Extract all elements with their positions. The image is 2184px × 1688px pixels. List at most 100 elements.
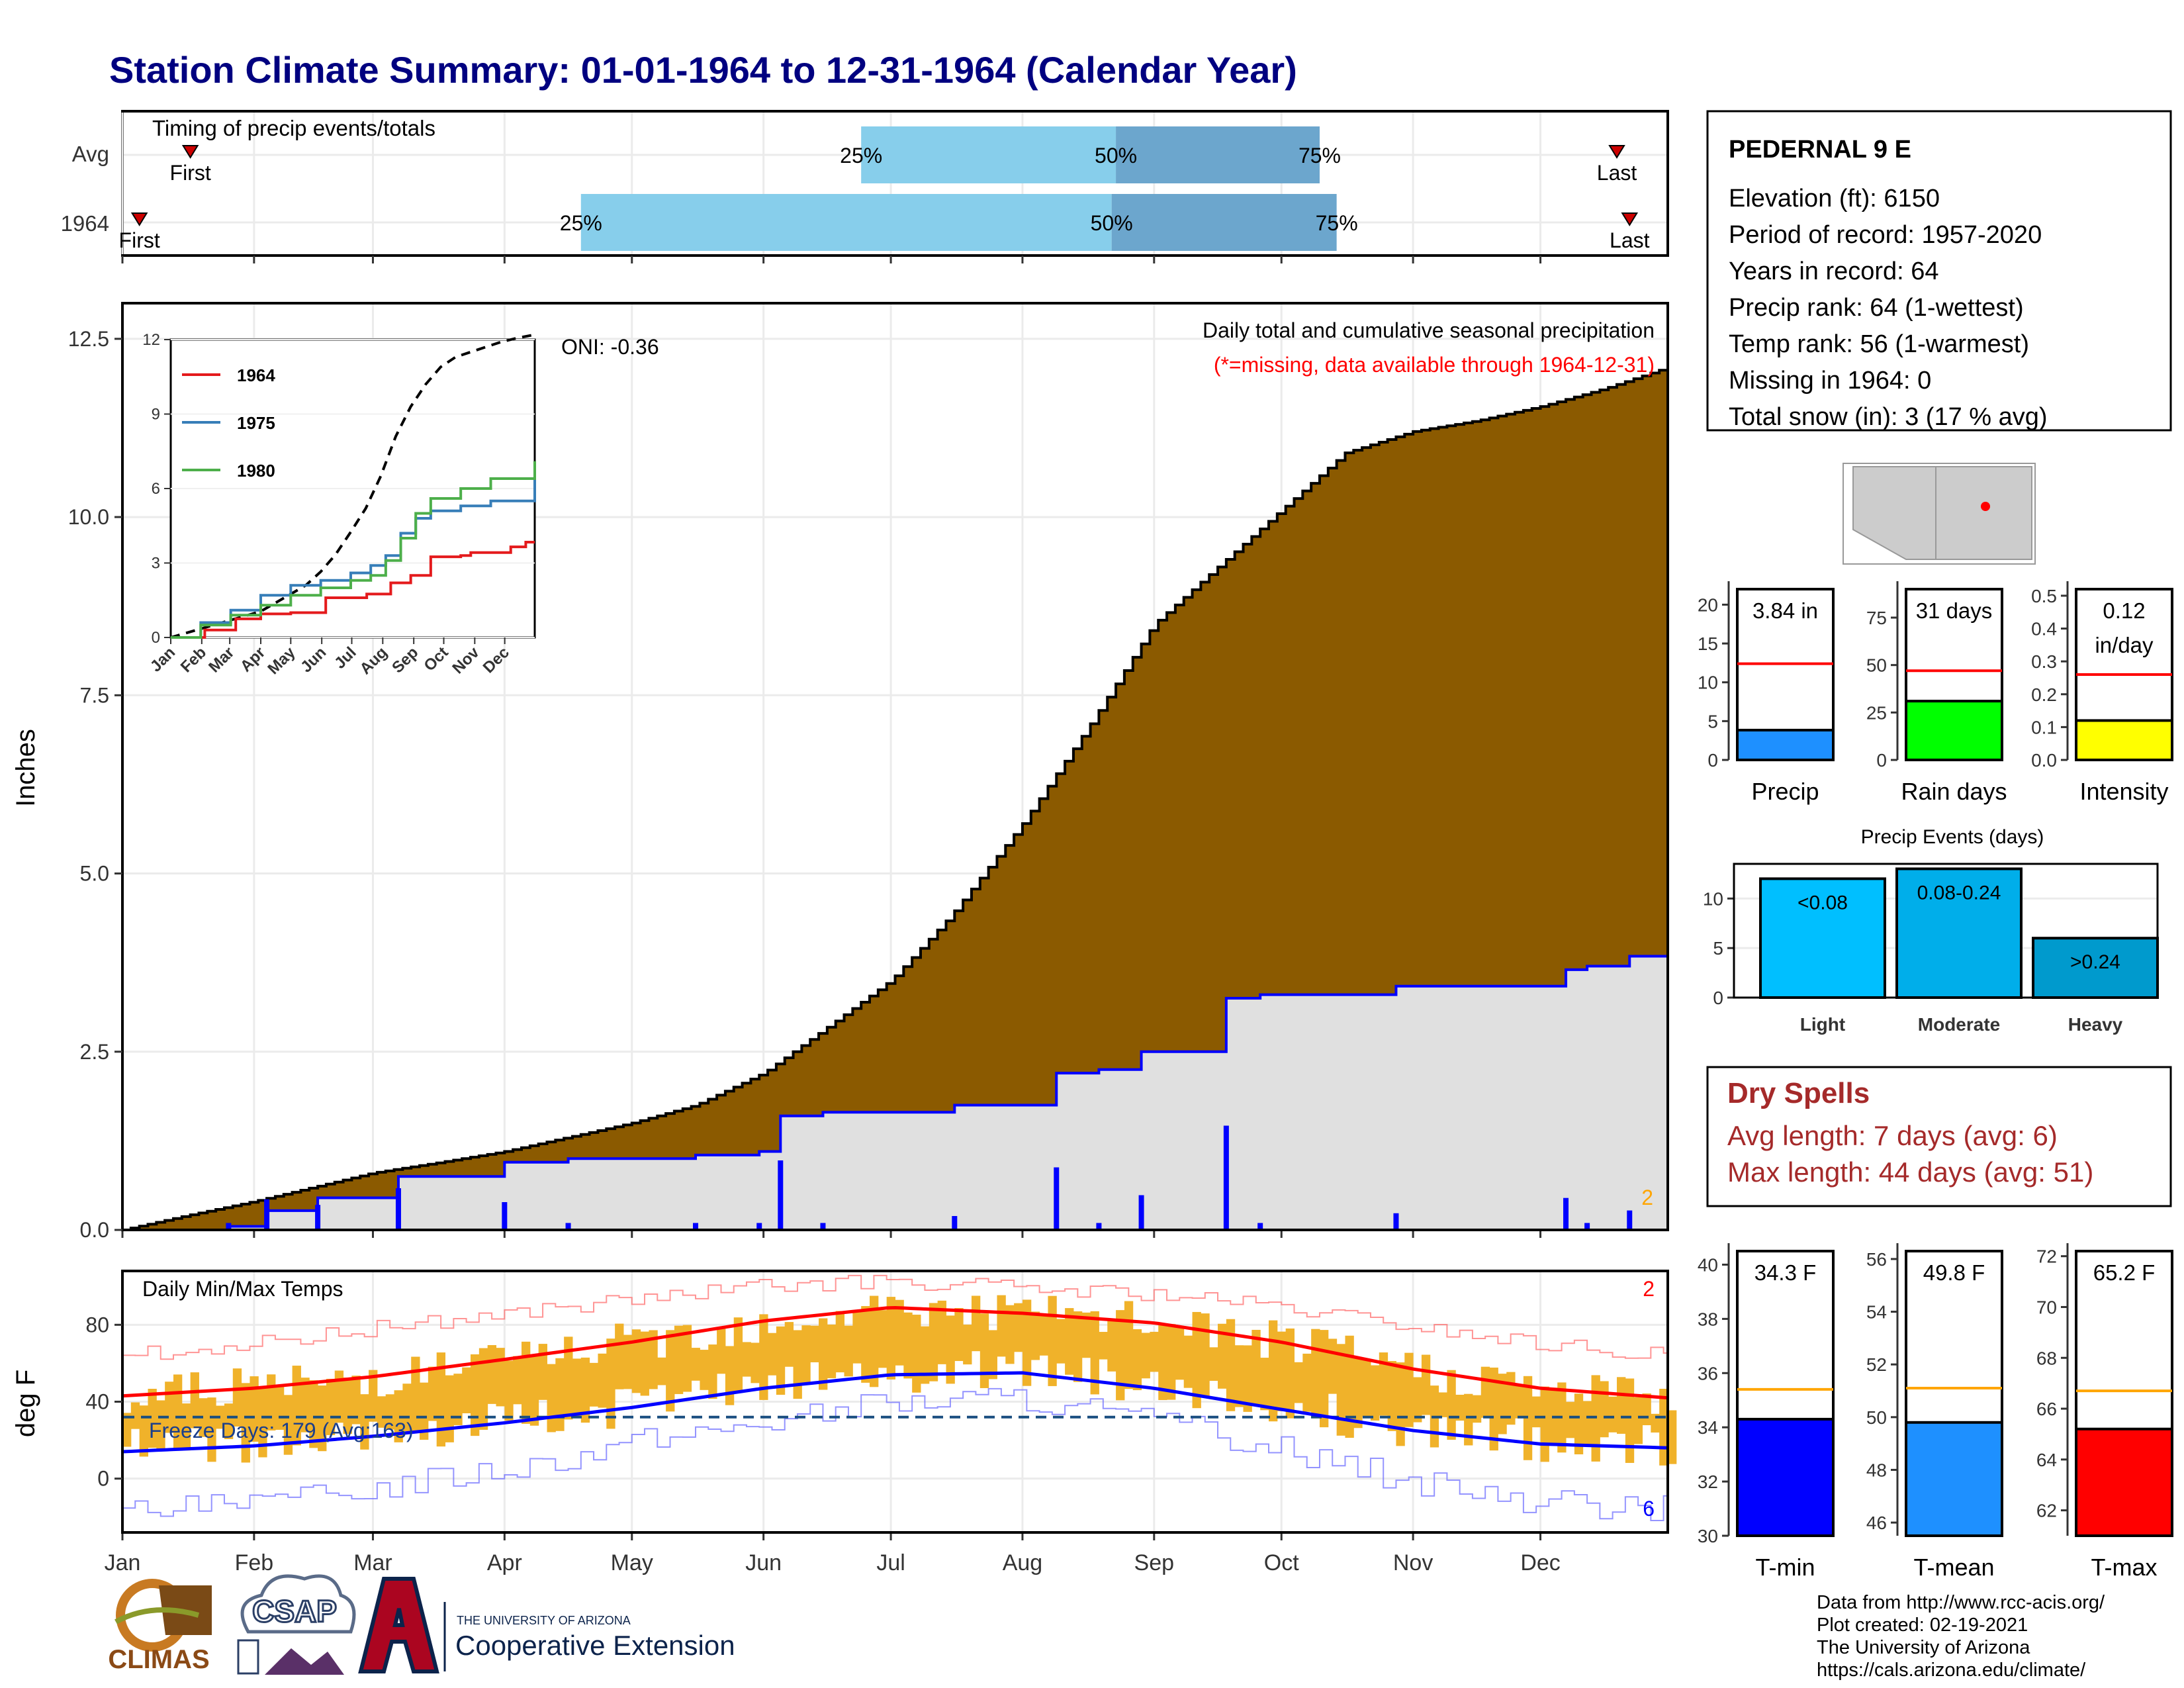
temp-daily-bar	[471, 1354, 480, 1436]
events-title: Precip Events (days)	[1861, 826, 2044, 848]
timing-marker-first	[181, 145, 199, 159]
temp-daily-bar	[1065, 1308, 1074, 1375]
temp-daily-bar	[1116, 1310, 1125, 1401]
temp-panel-label: Daily Min/Max Temps	[142, 1277, 343, 1301]
precip-total-y-tick-label: 20	[1698, 594, 1718, 615]
events-frame	[1733, 863, 2159, 999]
temp-daily-bar	[801, 1325, 811, 1384]
temp-tmean-y-tick-label: 50	[1866, 1407, 1887, 1428]
temp-daily-bar	[1209, 1347, 1218, 1381]
temp-daily-bar	[1124, 1301, 1134, 1389]
temp-daily-bar	[649, 1330, 658, 1389]
temp-daily-bar	[997, 1295, 1006, 1357]
temp-tmean-y-tick-label: 48	[1866, 1460, 1887, 1480]
temp-bar-charts: 30 32 34 36 38 40 34.3 F T-min 46 48 50 52 54 56 49.8 …	[1698, 1243, 2173, 1581]
temp-daily-bar	[513, 1356, 522, 1405]
temp-daily-bar	[139, 1405, 148, 1457]
events-bar-label: Moderate	[1918, 1014, 2000, 1035]
temp-daily-bar	[420, 1382, 429, 1440]
precip-total-label: Precip	[1751, 778, 1819, 805]
timing-marker-label: First	[170, 161, 211, 185]
temp-daily-bar	[1396, 1362, 1405, 1446]
temp-daily-bar	[402, 1383, 412, 1432]
rain-days-label: Rain days	[1901, 778, 2007, 805]
temp-daily-bar	[428, 1366, 437, 1421]
temp-daily-bar	[589, 1362, 598, 1407]
station-line: Missing in 1964: 0	[1729, 367, 1931, 395]
temp-daily-bar	[1549, 1387, 1558, 1444]
timing-pct-label: 75%	[1298, 144, 1341, 167]
temp-tmean-y-tick-label: 52	[1866, 1354, 1887, 1375]
csap-logo-text: CSAP	[252, 1594, 337, 1628]
intensity-y-tick-label: 0.1	[2031, 717, 2057, 737]
temp-tmax-label: T-max	[2091, 1554, 2157, 1581]
climas-logo: CLIMAS	[108, 1579, 212, 1674]
temp-daily-bar	[1480, 1366, 1490, 1418]
inset-y-tick-label: 9	[152, 406, 160, 424]
temp-daily-bar	[1574, 1393, 1584, 1455]
precip-panel: 0.0 2.5 5.0 7.5 10.0 12.5 Inches Daily total …	[11, 302, 1669, 1242]
temp-daily-bar	[436, 1352, 446, 1447]
temp-daily-bar	[963, 1325, 972, 1365]
temp-daily-bar	[1167, 1324, 1176, 1400]
temp-daily-bar	[1404, 1352, 1414, 1427]
precip-events-chart: <0.08 Light 0.08-0.24 Moderate >0.24 Heavy 0 5 1…	[1703, 863, 2159, 1035]
temp-y-ticks: 0 40 80	[85, 1313, 122, 1491]
ua-big-text: Cooperative Extension	[455, 1630, 735, 1661]
temp-daily-bar	[1243, 1345, 1252, 1412]
inset-line-avg	[170, 333, 535, 639]
temp-daily-bar	[1370, 1365, 1380, 1421]
temp-daily-bar	[870, 1295, 879, 1387]
temp-tmin-y-tick-label: 34	[1698, 1417, 1718, 1438]
footer-credits: Data from http://www.rcc-acis.org/ Plot …	[1817, 1592, 2105, 1681]
temp-daily-bar	[1141, 1333, 1150, 1379]
temp-daily-bar	[1039, 1315, 1048, 1356]
temp-daily-bar	[717, 1328, 726, 1374]
temp-daily-bar	[827, 1324, 837, 1378]
inset-line-1964	[171, 541, 535, 639]
temp-tmax-y-tick-label: 68	[2036, 1348, 2057, 1368]
precip-panel-border	[121, 302, 1669, 1231]
intensity-value-unit: in/day	[2095, 633, 2154, 657]
precip-corner-count: 2	[1641, 1186, 1653, 1209]
temp-daily-bar	[207, 1397, 216, 1462]
temp-daily-bar	[606, 1338, 615, 1429]
temp-daily-bar	[504, 1360, 514, 1421]
temp-daily-bar	[190, 1372, 199, 1429]
temp-tmax-y-tick-label: 70	[2036, 1297, 2057, 1317]
temp-daily-bar	[1353, 1357, 1363, 1429]
precip-total-y-tick-label: 15	[1698, 633, 1718, 654]
temp-daily-bar	[1234, 1345, 1244, 1407]
precip-daily-bar	[1054, 1167, 1060, 1230]
precip-daily-bar	[1257, 1223, 1263, 1230]
temp-daily-bar	[1566, 1401, 1575, 1438]
timing-bar-50-75	[1116, 126, 1320, 183]
rain-days-y-tick-label: 50	[1866, 655, 1887, 676]
precip-total-y-tick-label: 10	[1698, 673, 1718, 693]
temp-tmin-y-tick-label: 38	[1698, 1309, 1718, 1329]
precip-1964-cumulative-area	[122, 955, 1669, 1231]
temp-daily-bar	[1336, 1344, 1345, 1436]
temp-daily-bar	[1226, 1319, 1236, 1411]
temp-daily-bar	[954, 1308, 964, 1362]
temp-daily-bar	[309, 1380, 318, 1448]
temp-daily-bar	[1540, 1386, 1549, 1462]
timing-pct-label: 25%	[840, 144, 882, 167]
temp-daily-bar	[1608, 1396, 1617, 1432]
temp-daily-bar	[666, 1330, 675, 1412]
temp-daily-bar	[1302, 1353, 1312, 1412]
temp-daily-bar	[1260, 1358, 1269, 1411]
temp-daily-bar	[852, 1310, 862, 1364]
temp-daily-bar	[733, 1317, 743, 1393]
dry-spells-title: Dry Spells	[1727, 1077, 1870, 1109]
station-line: Years in record: 64	[1729, 258, 1939, 285]
temp-daily-bar	[1625, 1378, 1635, 1463]
temp-daily-bar	[1201, 1313, 1210, 1398]
inset-legend-1964: 1964	[237, 365, 275, 385]
temp-daily-bar	[1311, 1329, 1320, 1418]
station-location-dot	[1981, 502, 1990, 511]
dry-spells-frame	[1706, 1066, 2172, 1207]
precip-y-tick-label: 5.0	[80, 862, 109, 886]
temp-tmin-value: 34.3 F	[1754, 1260, 1817, 1285]
temp-daily-bar	[1277, 1331, 1287, 1411]
